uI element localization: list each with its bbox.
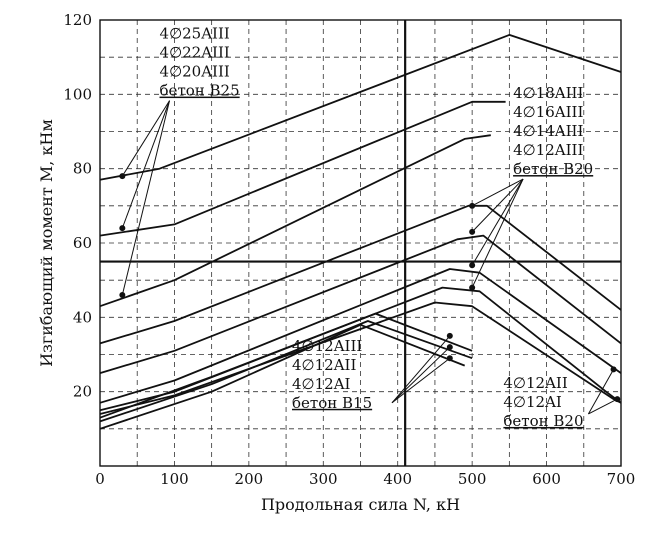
series-line-11 [99, 323, 466, 430]
annotation-text: бетон B20 [513, 160, 593, 178]
annotation-text: 4∅22AIII [160, 44, 230, 62]
annotation-text: 4∅12AI [503, 393, 562, 411]
annotation-text: 4∅25AIII [160, 25, 230, 43]
series-line-4 [99, 204, 622, 345]
data-series [99, 34, 622, 430]
leader-line [391, 346, 451, 404]
data-marker [469, 228, 476, 235]
leader-line [471, 178, 524, 233]
annotation-text: 4∅12AII [503, 374, 567, 392]
annotation-text: 4∅16AIII [513, 103, 583, 121]
data-marker [119, 173, 126, 180]
y-axis-label: Изгибающий момент M, кНм [37, 119, 56, 367]
data-marker [469, 262, 476, 269]
annotation-text: 4∅12AI [292, 375, 351, 393]
annotation-text: 4∅12AIII [292, 337, 362, 355]
annotation-text: бетон B15 [292, 394, 372, 412]
series-line-2 [99, 100, 506, 237]
leader-line [587, 369, 614, 415]
y-axis-ticks: 20 40 60 80 100 120 [63, 11, 92, 401]
series-line-10 [99, 320, 473, 423]
data-marker [469, 284, 476, 291]
annotation-text: 4∅12AIII [513, 141, 583, 159]
grid-lines [100, 20, 621, 466]
data-marker [614, 396, 621, 403]
x-tick-label: 200 [235, 470, 264, 488]
leader-line [471, 178, 524, 266]
annotation-text: бетон B20 [503, 412, 583, 430]
annotation-text: 4∅18AIII [513, 84, 583, 102]
reference-lines [100, 20, 621, 466]
leader-line [391, 335, 451, 404]
leader-line [471, 178, 524, 288]
leader-line [121, 100, 171, 296]
plot-frame [99, 19, 622, 467]
data-marker [446, 344, 453, 351]
annotation-text: бетон B25 [160, 82, 240, 100]
data-marker [119, 292, 126, 299]
x-tick-label: 700 [607, 470, 636, 488]
annotation-leaders [121, 100, 618, 415]
x-tick-label: 500 [458, 470, 487, 488]
y-tick-label: 60 [73, 234, 92, 252]
data-marker [446, 332, 453, 339]
series-line-6 [99, 268, 622, 404]
leader-line [588, 398, 618, 415]
y-tick-label: 80 [73, 160, 92, 178]
data-marker [119, 225, 126, 232]
annotation-text: 4∅12AII [292, 356, 356, 374]
x-tick-label: 300 [309, 470, 338, 488]
leader-line [391, 357, 451, 404]
x-tick-label: 400 [383, 470, 412, 488]
leader-line [121, 100, 171, 229]
data-markers [119, 173, 621, 403]
data-marker [446, 355, 453, 362]
y-tick-label: 120 [63, 11, 92, 29]
x-tick-label: 100 [160, 470, 189, 488]
leader-line [121, 100, 170, 177]
series-line-3 [99, 134, 491, 308]
x-axis-label: Продольная сила N, кН [261, 495, 460, 514]
series-line-1 [99, 34, 622, 181]
data-marker [610, 366, 617, 373]
annotation-text: 4∅20AIII [160, 63, 230, 81]
series-line-5 [99, 234, 622, 374]
x-axis-ticks: 0 100 200 300 400 500 600 700 [95, 470, 635, 488]
leader-line [471, 178, 524, 207]
y-tick-label: 100 [63, 85, 92, 103]
x-tick-label: 600 [532, 470, 561, 488]
x-tick-label: 0 [95, 470, 105, 488]
series-line-9 [99, 312, 473, 419]
y-tick-label: 20 [73, 383, 92, 401]
data-marker [469, 202, 476, 209]
annotation-text: 4∅14AIII [513, 122, 583, 140]
y-tick-label: 40 [73, 308, 92, 326]
